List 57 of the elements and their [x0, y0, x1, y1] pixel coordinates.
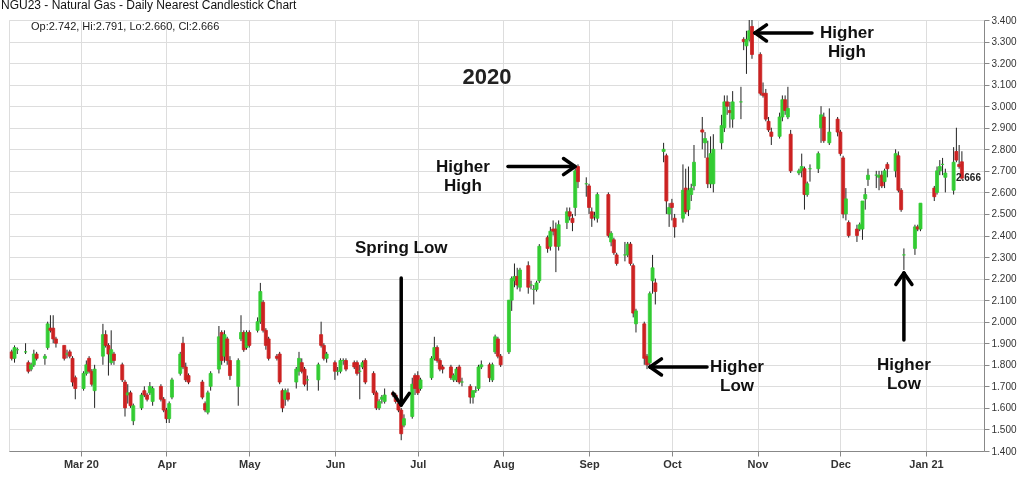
candlestick: [150, 385, 155, 407]
x-tick-label: Aug: [493, 457, 515, 470]
candlestick: [43, 353, 47, 366]
chart-title: NGU23 - Natural Gas - Daily Nearest Candlestick Chart: [1, 0, 298, 12]
annotation: 2.666: [955, 172, 982, 184]
y-tick-label: 3.200: [991, 57, 1017, 69]
candlestick: [902, 247, 906, 271]
x-tick-label: Apr: [157, 457, 178, 470]
candlestick: [739, 86, 743, 120]
annotation: Higher High: [820, 22, 875, 61]
y-tick-label: 2.800: [991, 143, 1017, 155]
y-tick-label: 3.000: [991, 100, 1017, 112]
x-tick-label: Jun: [325, 457, 346, 470]
candlestick: [200, 379, 205, 400]
candlestick: [490, 362, 495, 383]
annotation: Op:2.742, Hi:2.791, Lo:2.660, Cl:2.666: [31, 20, 220, 32]
y-tick-label: 2.200: [991, 273, 1017, 285]
candlestick: [866, 168, 870, 187]
x-tick-label: Oct: [663, 457, 682, 470]
y-tick-label: 2.300: [991, 251, 1017, 263]
y-tick-label: 3.300: [991, 36, 1017, 48]
x-tick-label: Sep: [579, 457, 600, 470]
x-tick-label: Dec: [830, 457, 851, 470]
candlestick: [170, 377, 174, 400]
annotation: Higher Low: [876, 354, 932, 393]
y-tick-label: 2.700: [991, 165, 1017, 177]
y-tick-label: 1.500: [991, 423, 1017, 435]
y-tick-label: 2.100: [991, 294, 1017, 306]
candlestick: [661, 142, 666, 163]
annotation: 2020: [462, 64, 512, 89]
y-tick-label: 3.400: [991, 14, 1017, 26]
y-tick-label: 1.800: [991, 359, 1017, 371]
y-tick-label: 2.900: [991, 122, 1017, 134]
y-tick-label: 2.500: [991, 208, 1017, 220]
y-tick-label: 1.700: [991, 380, 1017, 392]
candlestick: [316, 362, 321, 392]
y-tick-label: 1.400: [991, 445, 1017, 457]
x-tick-label: May: [239, 457, 262, 470]
y-tick-label: 1.600: [991, 402, 1017, 414]
x-tick-label: Mar 20: [63, 457, 99, 470]
annotation: Spring Low: [354, 237, 449, 257]
candlestick: [518, 267, 522, 293]
candlestick: [208, 370, 213, 392]
candlestick: [816, 150, 821, 174]
y-tick-label: 2.000: [991, 316, 1017, 328]
x-tick-label: Jan 21: [909, 457, 944, 470]
candlestick: [526, 260, 531, 295]
x-tick-label: Jul: [410, 457, 427, 470]
y-tick-label: 1.900: [991, 337, 1017, 349]
x-tick-label: Nov: [747, 457, 770, 470]
y-tick-label: 2.400: [991, 230, 1017, 241]
y-tick-label: 3.100: [991, 79, 1017, 91]
candlestick: [468, 383, 473, 405]
candlestick: [827, 107, 832, 146]
annotation: Higher Low: [710, 356, 765, 395]
annotation: Higher High: [436, 156, 491, 195]
y-tick-label: 2.600: [991, 186, 1017, 198]
